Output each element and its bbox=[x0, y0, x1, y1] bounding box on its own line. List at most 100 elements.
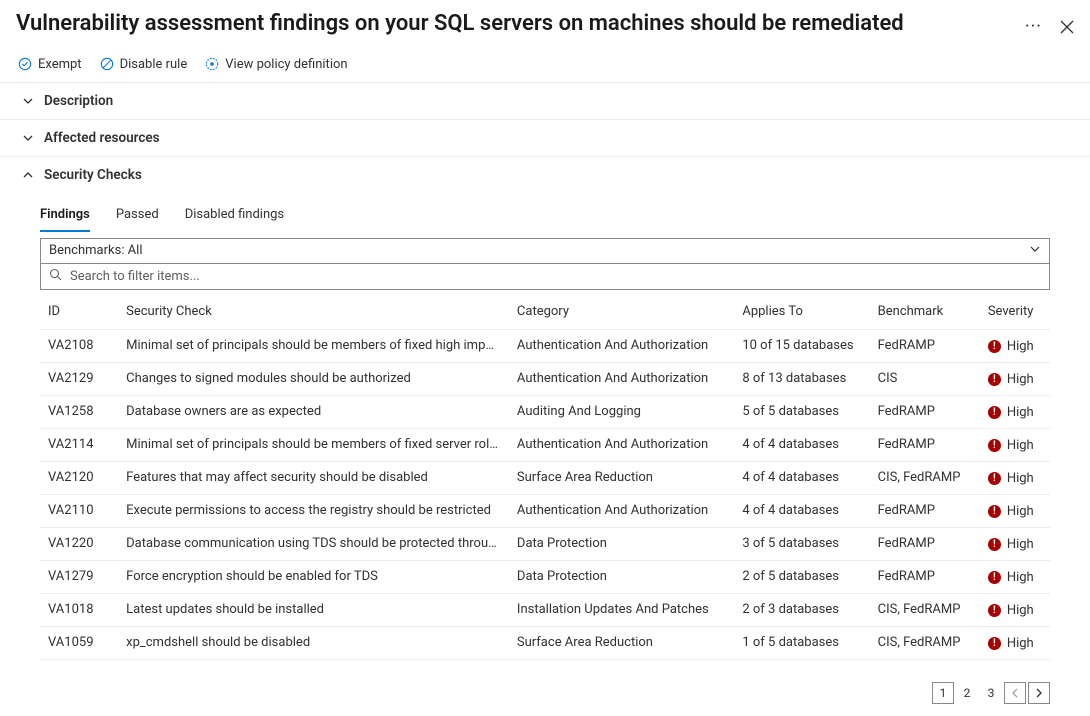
cell-benchmark: FedRAMP bbox=[870, 395, 980, 428]
disable-rule-label: Disable rule bbox=[120, 57, 188, 72]
pager-next[interactable] bbox=[1028, 682, 1050, 704]
search-input[interactable] bbox=[68, 268, 1041, 285]
disable-rule-button[interactable]: Disable rule bbox=[100, 57, 188, 72]
cell-benchmark: CIS, FedRAMP bbox=[870, 626, 980, 659]
close-icon bbox=[1060, 20, 1074, 34]
section-header-description[interactable]: Description bbox=[0, 83, 1090, 119]
tab-disabled-findings[interactable]: Disabled findings bbox=[185, 201, 284, 232]
severity-high-icon: ! bbox=[988, 373, 1001, 386]
severity-high-icon: ! bbox=[988, 637, 1001, 650]
table-row[interactable]: VA1059xp_cmdshell should be disabledSurf… bbox=[40, 626, 1050, 659]
cell-benchmark: FedRAMP bbox=[870, 428, 980, 461]
cell-benchmark: FedRAMP bbox=[870, 494, 980, 527]
section-header-security[interactable]: Security Checks bbox=[0, 157, 1090, 193]
benchmarks-dropdown[interactable]: Benchmarks: All bbox=[40, 238, 1050, 264]
cell-applies: 1 of 5 databases bbox=[734, 626, 869, 659]
table-row[interactable]: VA1018Latest updates should be installed… bbox=[40, 593, 1050, 626]
severity-label: High bbox=[1007, 405, 1034, 420]
table-row[interactable]: VA2108Minimal set of principals should b… bbox=[40, 329, 1050, 362]
tab-findings[interactable]: Findings bbox=[40, 201, 90, 232]
pager-prev[interactable] bbox=[1004, 682, 1026, 704]
table-row[interactable]: VA2114Minimal set of principals should b… bbox=[40, 428, 1050, 461]
section-label-security: Security Checks bbox=[44, 167, 142, 183]
col-header-applies[interactable]: Applies To bbox=[734, 294, 869, 330]
col-header-check[interactable]: Security Check bbox=[118, 294, 509, 330]
cell-benchmark: FedRAMP bbox=[870, 527, 980, 560]
cell-severity: ! High bbox=[980, 395, 1050, 428]
exempt-button[interactable]: Exempt bbox=[18, 57, 82, 72]
cell-applies: 2 of 3 databases bbox=[734, 593, 869, 626]
section-header-affected[interactable]: Affected resources bbox=[0, 120, 1090, 156]
section-label-description: Description bbox=[44, 93, 113, 109]
more-actions-button[interactable]: ··· bbox=[1025, 16, 1042, 37]
cell-benchmark: CIS bbox=[870, 362, 980, 395]
table-row[interactable]: VA1220Database communication using TDS s… bbox=[40, 527, 1050, 560]
cell-check: Database owners are as expected bbox=[118, 395, 509, 428]
pager-page-2[interactable]: 2 bbox=[956, 682, 978, 704]
cell-severity: ! High bbox=[980, 428, 1050, 461]
cell-check: Database communication using TDS should … bbox=[118, 527, 509, 560]
severity-high-icon: ! bbox=[988, 406, 1001, 419]
table-row[interactable]: VA2120Features that may affect security … bbox=[40, 461, 1050, 494]
chevron-left-icon bbox=[1011, 688, 1019, 698]
cell-check: xp_cmdshell should be disabled bbox=[118, 626, 509, 659]
cell-id: VA1220 bbox=[40, 527, 118, 560]
chevron-up-icon bbox=[22, 169, 34, 181]
cell-applies: 3 of 5 databases bbox=[734, 527, 869, 560]
exempt-icon bbox=[18, 57, 32, 71]
cell-benchmark: FedRAMP bbox=[870, 329, 980, 362]
col-header-id[interactable]: ID bbox=[40, 294, 118, 330]
chevron-down-icon bbox=[22, 95, 34, 107]
cell-severity: ! High bbox=[980, 362, 1050, 395]
cell-severity: !High bbox=[980, 560, 1050, 593]
cell-id: VA1059 bbox=[40, 626, 118, 659]
cell-check: Latest updates should be installed bbox=[118, 593, 509, 626]
cell-severity: !High bbox=[980, 593, 1050, 626]
cell-id: VA1258 bbox=[40, 395, 118, 428]
table-row[interactable]: VA1279Force encryption should be enabled… bbox=[40, 560, 1050, 593]
cell-applies: 2 of 5 databases bbox=[734, 560, 869, 593]
severity-high-icon: ! bbox=[988, 538, 1001, 551]
tab-passed[interactable]: Passed bbox=[116, 201, 159, 232]
severity-high-icon: ! bbox=[988, 439, 1001, 452]
cell-check: Force encryption should be enabled for T… bbox=[118, 560, 509, 593]
cell-applies: 10 of 15 databases bbox=[734, 329, 869, 362]
table-row[interactable]: VA2110Execute permissions to access the … bbox=[40, 494, 1050, 527]
severity-label: High bbox=[1007, 438, 1034, 453]
cell-category: Data Protection bbox=[509, 560, 734, 593]
severity-label: High bbox=[1007, 372, 1034, 387]
exempt-label: Exempt bbox=[38, 57, 82, 72]
cell-id: VA1279 bbox=[40, 560, 118, 593]
section-label-affected: Affected resources bbox=[44, 130, 160, 146]
cell-applies: 5 of 5 databases bbox=[734, 395, 869, 428]
close-button[interactable] bbox=[1060, 20, 1074, 34]
severity-label: High bbox=[1007, 339, 1034, 354]
severity-label: High bbox=[1007, 570, 1034, 585]
table-row[interactable]: VA2129Changes to signed modules should b… bbox=[40, 362, 1050, 395]
cell-category: Auditing And Logging bbox=[509, 395, 734, 428]
cell-category: Authentication And Authorization bbox=[509, 362, 734, 395]
severity-label: High bbox=[1007, 504, 1034, 519]
severity-high-icon: ! bbox=[988, 472, 1001, 485]
col-header-benchmark[interactable]: Benchmark bbox=[870, 294, 980, 330]
page-title: Vulnerability assessment findings on you… bbox=[16, 10, 1025, 39]
view-policy-button[interactable]: View policy definition bbox=[205, 57, 347, 72]
col-header-severity[interactable]: Severity bbox=[980, 294, 1050, 330]
cell-category: Data Protection bbox=[509, 527, 734, 560]
cell-check: Changes to signed modules should be auth… bbox=[118, 362, 509, 395]
cell-id: VA2114 bbox=[40, 428, 118, 461]
cell-id: VA2129 bbox=[40, 362, 118, 395]
severity-label: High bbox=[1007, 537, 1034, 552]
cell-applies: 4 of 4 databases bbox=[734, 494, 869, 527]
severity-high-icon: ! bbox=[988, 604, 1001, 617]
cell-applies: 8 of 13 databases bbox=[734, 362, 869, 395]
pager-page-1[interactable]: 1 bbox=[932, 682, 954, 704]
col-header-category[interactable]: Category bbox=[509, 294, 734, 330]
severity-high-icon: ! bbox=[988, 505, 1001, 518]
benchmarks-label: Benchmarks: All bbox=[49, 243, 143, 258]
chevron-right-icon bbox=[1035, 688, 1043, 698]
pager-page-3[interactable]: 3 bbox=[980, 682, 1002, 704]
cell-benchmark: CIS, FedRAMP bbox=[870, 461, 980, 494]
table-row[interactable]: VA1258Database owners are as expectedAud… bbox=[40, 395, 1050, 428]
cell-applies: 4 of 4 databases bbox=[734, 428, 869, 461]
